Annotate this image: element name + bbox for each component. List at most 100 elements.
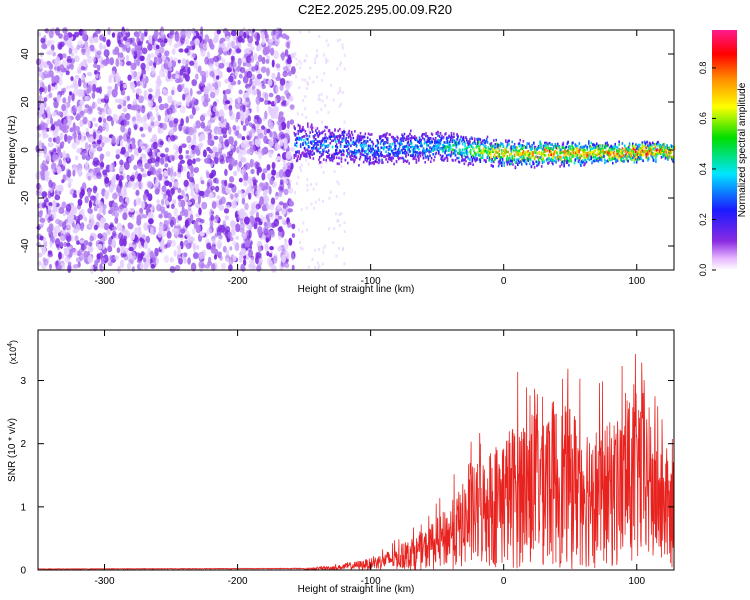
signal-cell bbox=[322, 151, 324, 154]
noise-cell bbox=[207, 138, 212, 146]
signal-cell bbox=[339, 127, 341, 131]
signal-cell bbox=[351, 154, 354, 158]
noise-cell bbox=[171, 48, 176, 56]
noise-cell bbox=[86, 46, 91, 54]
noise-cell bbox=[257, 245, 262, 253]
signal-cell bbox=[301, 128, 303, 132]
signal-cell bbox=[350, 158, 353, 161]
signal-cell bbox=[564, 156, 566, 160]
noise-cell bbox=[183, 38, 190, 46]
noise-cell bbox=[101, 153, 105, 159]
signal-cell bbox=[570, 159, 573, 163]
signal-cell bbox=[636, 147, 639, 150]
signal-cell bbox=[568, 147, 570, 150]
noise-cell bbox=[208, 256, 212, 263]
noise-cell bbox=[50, 117, 54, 125]
signal-cell bbox=[580, 145, 582, 149]
signal-cell bbox=[418, 153, 421, 156]
noise-cell bbox=[305, 228, 308, 232]
noise-cell bbox=[175, 145, 179, 153]
noise-cell bbox=[246, 47, 252, 55]
noise-cell bbox=[199, 252, 205, 260]
noise-cell bbox=[125, 31, 131, 38]
noise-cell bbox=[92, 117, 97, 122]
signal-cell bbox=[311, 150, 314, 153]
noise-cell bbox=[253, 183, 258, 190]
signal-cell bbox=[405, 153, 407, 157]
signal-cell bbox=[584, 144, 587, 147]
signal-cell bbox=[368, 162, 371, 166]
noise-cell bbox=[63, 32, 69, 41]
signal-cell bbox=[328, 153, 331, 157]
noise-cell bbox=[316, 75, 318, 79]
signal-cell bbox=[518, 149, 521, 152]
signal-cell bbox=[422, 147, 425, 150]
noise-cell bbox=[122, 30, 126, 35]
noise-cell bbox=[140, 133, 146, 138]
signal-cell bbox=[524, 153, 526, 157]
noise-cell bbox=[246, 70, 252, 79]
signal-cell bbox=[635, 143, 637, 146]
noise-cell bbox=[321, 262, 324, 266]
signal-cell bbox=[364, 158, 367, 162]
signal-cell bbox=[359, 155, 362, 159]
noise-cell bbox=[267, 79, 273, 87]
noise-cell bbox=[261, 84, 266, 90]
signal-cell bbox=[377, 140, 379, 144]
noise-cell bbox=[173, 249, 177, 257]
noise-cell bbox=[154, 161, 160, 167]
noise-cell bbox=[245, 55, 252, 64]
signal-cell bbox=[296, 150, 299, 153]
signal-cell bbox=[616, 159, 619, 162]
noise-cell bbox=[58, 206, 65, 214]
noise-cell bbox=[43, 145, 48, 155]
signal-cell bbox=[353, 143, 355, 146]
noise-cell bbox=[335, 254, 338, 258]
noise-cell bbox=[39, 235, 44, 241]
signal-cell bbox=[510, 162, 513, 166]
noise-cell bbox=[140, 145, 146, 150]
signal-cell bbox=[408, 143, 410, 147]
noise-cell bbox=[43, 85, 48, 94]
signal-cell bbox=[583, 153, 585, 157]
signal-cell bbox=[422, 151, 425, 154]
noise-cell bbox=[268, 138, 274, 148]
noise-cell bbox=[230, 157, 235, 167]
signal-cell bbox=[360, 135, 363, 138]
signal-cell bbox=[469, 148, 472, 152]
signal-cell bbox=[576, 153, 579, 157]
noise-cell bbox=[61, 141, 65, 146]
signal-cell bbox=[604, 145, 607, 148]
noise-cell bbox=[249, 158, 253, 168]
noise-cell bbox=[274, 38, 281, 46]
signal-cell bbox=[531, 145, 533, 149]
signal-cell bbox=[520, 155, 522, 159]
noise-cell bbox=[317, 267, 320, 271]
signal-cell bbox=[414, 146, 416, 149]
signal-cell bbox=[347, 135, 350, 139]
noise-cell bbox=[318, 162, 321, 166]
signal-cell bbox=[323, 149, 325, 153]
noise-cell bbox=[173, 207, 178, 217]
noise-cell bbox=[70, 234, 74, 242]
signal-cell bbox=[594, 149, 596, 152]
noise-cell bbox=[67, 214, 74, 224]
signal-cell bbox=[371, 140, 374, 144]
signal-cell bbox=[548, 153, 550, 157]
noise-cell bbox=[63, 247, 67, 253]
noise-cell bbox=[135, 210, 140, 215]
signal-cell bbox=[298, 150, 300, 153]
signal-cell bbox=[461, 148, 464, 151]
signal-cell bbox=[389, 133, 391, 136]
noise-cell bbox=[343, 53, 346, 57]
signal-cell bbox=[367, 132, 370, 136]
signal-cell bbox=[521, 146, 523, 149]
signal-cell bbox=[544, 144, 546, 148]
noise-cell bbox=[118, 61, 123, 67]
signal-cell bbox=[311, 140, 314, 143]
signal-cell bbox=[475, 145, 478, 149]
noise-cell bbox=[101, 142, 105, 148]
noise-cell bbox=[189, 114, 194, 120]
signal-cell bbox=[445, 132, 447, 135]
signal-cell bbox=[293, 153, 296, 157]
